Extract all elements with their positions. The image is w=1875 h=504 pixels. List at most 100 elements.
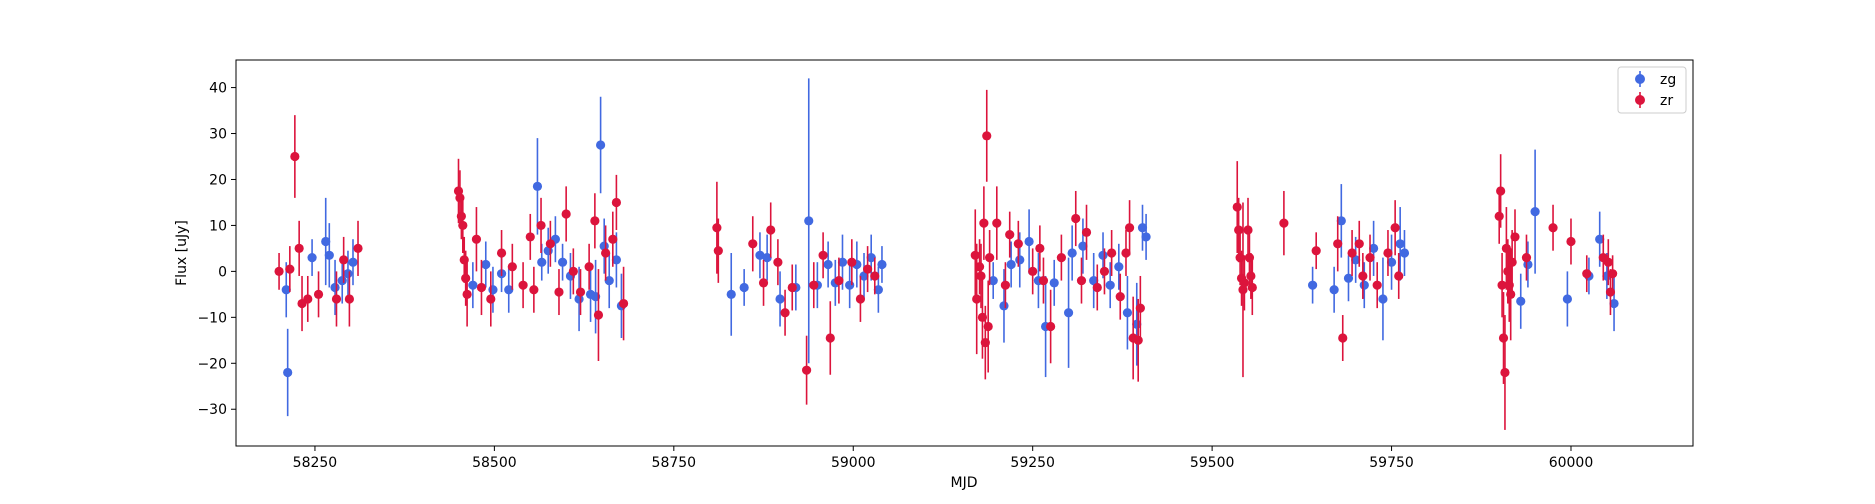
legend-frame	[1617, 66, 1687, 114]
data-point-zr	[1056, 252, 1066, 263]
data-point-zr	[1383, 248, 1393, 258]
data-point-zg	[330, 282, 340, 293]
data-point-zr	[1013, 239, 1023, 249]
data-point-zr	[1510, 232, 1520, 242]
data-point-zr	[1506, 289, 1516, 299]
y-tick-label: 40	[209, 81, 227, 97]
data-point-zr	[1243, 225, 1253, 235]
data-point-zr	[461, 273, 471, 283]
data-point-zr	[1246, 271, 1256, 281]
data-point-zg	[611, 255, 621, 265]
data-point-zr	[353, 243, 363, 254]
x-tick-label: 59500	[1190, 455, 1235, 471]
data-point-zg	[1122, 308, 1133, 318]
y-tick-label: 20	[209, 172, 227, 188]
data-point-zr	[303, 294, 313, 304]
data-point-zr	[536, 220, 546, 231]
data-point-zr	[1133, 335, 1143, 345]
legend-marker-zg	[1635, 74, 1645, 84]
data-point-zr	[787, 282, 797, 293]
data-point-zr	[1099, 266, 1110, 276]
data-point-zr	[331, 294, 342, 304]
series-zg	[281, 78, 1619, 417]
data-point-zr	[970, 250, 980, 260]
data-point-zg	[281, 285, 291, 295]
y-axis-label: Flux [uJy]	[174, 220, 190, 286]
data-point-zr	[1238, 285, 1248, 295]
data-point-zr	[1333, 239, 1343, 249]
data-point-zr	[766, 225, 776, 235]
data-point-zr	[809, 280, 819, 290]
data-point-zg	[1395, 239, 1405, 249]
data-point-zr	[458, 220, 468, 231]
data-point-zr	[618, 298, 629, 309]
x-tick-label: 59750	[1369, 455, 1414, 471]
data-point-zr	[344, 294, 355, 304]
data-point-zr	[554, 287, 564, 297]
data-point-zr	[992, 218, 1002, 228]
data-point-zr	[976, 271, 986, 281]
data-point-zr	[1608, 269, 1618, 279]
data-point-zg	[468, 280, 478, 290]
data-point-zg	[1063, 308, 1074, 318]
data-point-zr	[1498, 333, 1509, 343]
data-point-zg	[604, 275, 614, 286]
data-point-zg	[337, 275, 347, 286]
data-point-zg	[1399, 248, 1410, 258]
data-point-zr	[758, 278, 769, 288]
data-point-zr	[339, 255, 349, 265]
data-point-zr	[748, 239, 758, 249]
legend: zg zr	[1617, 66, 1687, 114]
data-point-zg	[739, 282, 749, 293]
data-point-zr	[780, 308, 790, 318]
data-point-zg	[762, 252, 772, 263]
data-point-zr	[1372, 280, 1382, 290]
data-point-zr	[834, 275, 844, 286]
data-point-zr	[274, 266, 284, 276]
data-point-zr	[471, 234, 482, 244]
data-point-zr	[972, 294, 982, 304]
data-point-zr	[568, 266, 578, 276]
data-point-zr	[1071, 213, 1081, 224]
data-point-zr	[290, 151, 300, 162]
data-point-zr	[1247, 282, 1257, 293]
data-point-zr	[1311, 246, 1321, 256]
data-point-zg	[999, 301, 1009, 311]
data-point-zg	[488, 285, 498, 295]
data-point-zr	[313, 289, 324, 299]
data-point-zr	[1390, 223, 1400, 233]
legend-label-zr: zr	[1660, 93, 1673, 109]
data-point-zr	[507, 262, 517, 272]
y-tick-label: 30	[209, 127, 227, 143]
legend-marker-zr	[1635, 95, 1645, 105]
data-point-zg	[599, 241, 609, 251]
data-point-zg	[1132, 319, 1142, 329]
data-point-zg	[1015, 255, 1025, 265]
data-point-zr	[525, 232, 535, 242]
data-point-zr	[1232, 202, 1242, 212]
data-point-zr	[1548, 223, 1558, 233]
data-point-zg	[1105, 280, 1115, 290]
data-point-zr	[1497, 280, 1507, 290]
data-point-zg	[504, 285, 514, 295]
data-point-zr	[1494, 211, 1504, 221]
data-point-zg	[866, 252, 876, 263]
data-point-zr	[1234, 225, 1244, 235]
data-point-zg	[859, 271, 869, 281]
data-point-zr	[1500, 367, 1510, 378]
data-point-zg	[1067, 248, 1077, 258]
data-point-zr	[462, 289, 472, 299]
data-point-zg	[726, 289, 736, 299]
data-point-zr	[611, 197, 621, 208]
data-point-zg	[1386, 257, 1397, 267]
data-point-zr	[584, 262, 594, 272]
data-point-zg	[1141, 232, 1151, 242]
data-point-zr	[1521, 252, 1532, 263]
data-point-zg	[1329, 285, 1339, 295]
data-point-zr	[1394, 271, 1404, 281]
data-point-zr	[855, 294, 866, 304]
data-point-zr	[486, 294, 496, 304]
data-point-zr	[1115, 292, 1125, 302]
data-point-zr	[1354, 239, 1364, 249]
data-point-zr	[974, 262, 985, 272]
